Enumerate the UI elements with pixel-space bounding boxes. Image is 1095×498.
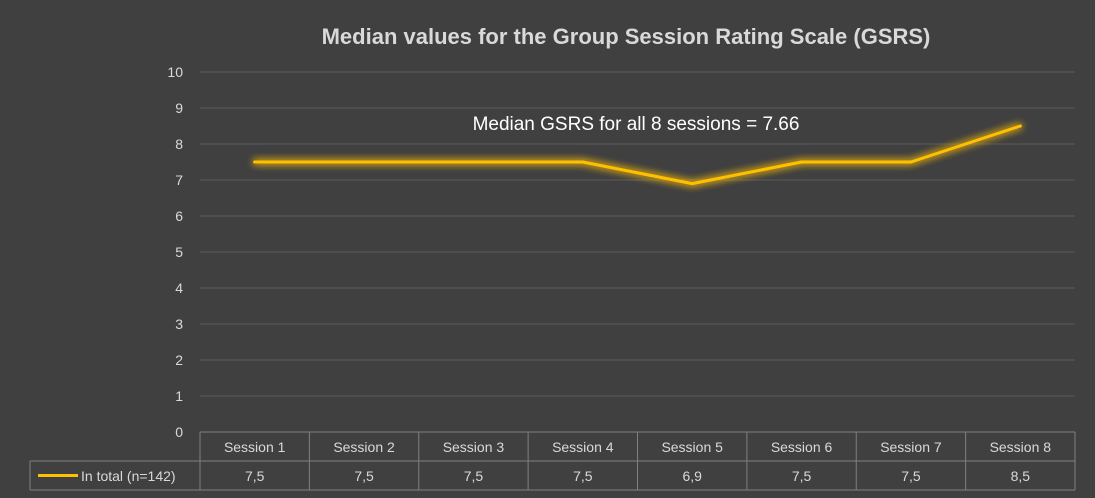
y-tick-label: 4: [175, 280, 183, 296]
median-annotation: Median GSRS for all 8 sessions = 7.66: [473, 114, 800, 135]
category-label: Session 8: [990, 439, 1052, 455]
data-value-cell: 7,5: [901, 468, 921, 484]
gridlines: [200, 71, 1075, 397]
data-table: Session 1 Session 2 Session 3 Session 4 Sess…: [29, 431, 1076, 491]
series-lines: [253, 124, 1022, 186]
legend-label: In total (n=142): [81, 468, 176, 484]
category-label: Session 5: [661, 439, 723, 455]
data-point: [362, 160, 366, 164]
y-axis: 0 1 2 3 4 5 6 7 8 9 10: [167, 64, 183, 440]
data-value-cell: 7,5: [792, 468, 812, 484]
data-point: [581, 160, 585, 164]
data-point: [1018, 124, 1022, 128]
data-point: [253, 160, 257, 164]
category-label: Session 2: [333, 439, 395, 455]
data-value-cell: 8,5: [1011, 468, 1031, 484]
data-point: [909, 160, 913, 164]
category-label: Session 1: [224, 439, 286, 455]
y-tick-label: 9: [175, 100, 183, 116]
y-tick-label: 10: [167, 64, 183, 80]
category-label: Session 4: [552, 439, 614, 455]
data-point: [800, 160, 804, 164]
series-line: [253, 124, 1022, 186]
y-tick-label: 3: [175, 316, 183, 332]
category-label: Session 6: [771, 439, 833, 455]
data-value-cell: 6,9: [682, 468, 702, 484]
y-tick-label: 7: [175, 172, 183, 188]
data-value-cell: 7,5: [245, 468, 265, 484]
y-tick-label: 5: [175, 244, 183, 260]
category-label: Session 3: [443, 439, 505, 455]
y-tick-label: 6: [175, 208, 183, 224]
y-tick-label: 2: [175, 352, 183, 368]
data-value-cell: 7,5: [354, 468, 374, 484]
data-value-cell: 7,5: [573, 468, 593, 484]
data-point: [471, 160, 475, 164]
chart-title: Median values for the Group Session Rati…: [322, 24, 931, 49]
data-value-cell: 7,5: [464, 468, 484, 484]
data-point: [690, 182, 694, 186]
y-tick-label: 8: [175, 136, 183, 152]
y-tick-label: 0: [175, 424, 183, 440]
category-label: Session 7: [880, 439, 942, 455]
y-tick-label: 1: [175, 388, 183, 404]
